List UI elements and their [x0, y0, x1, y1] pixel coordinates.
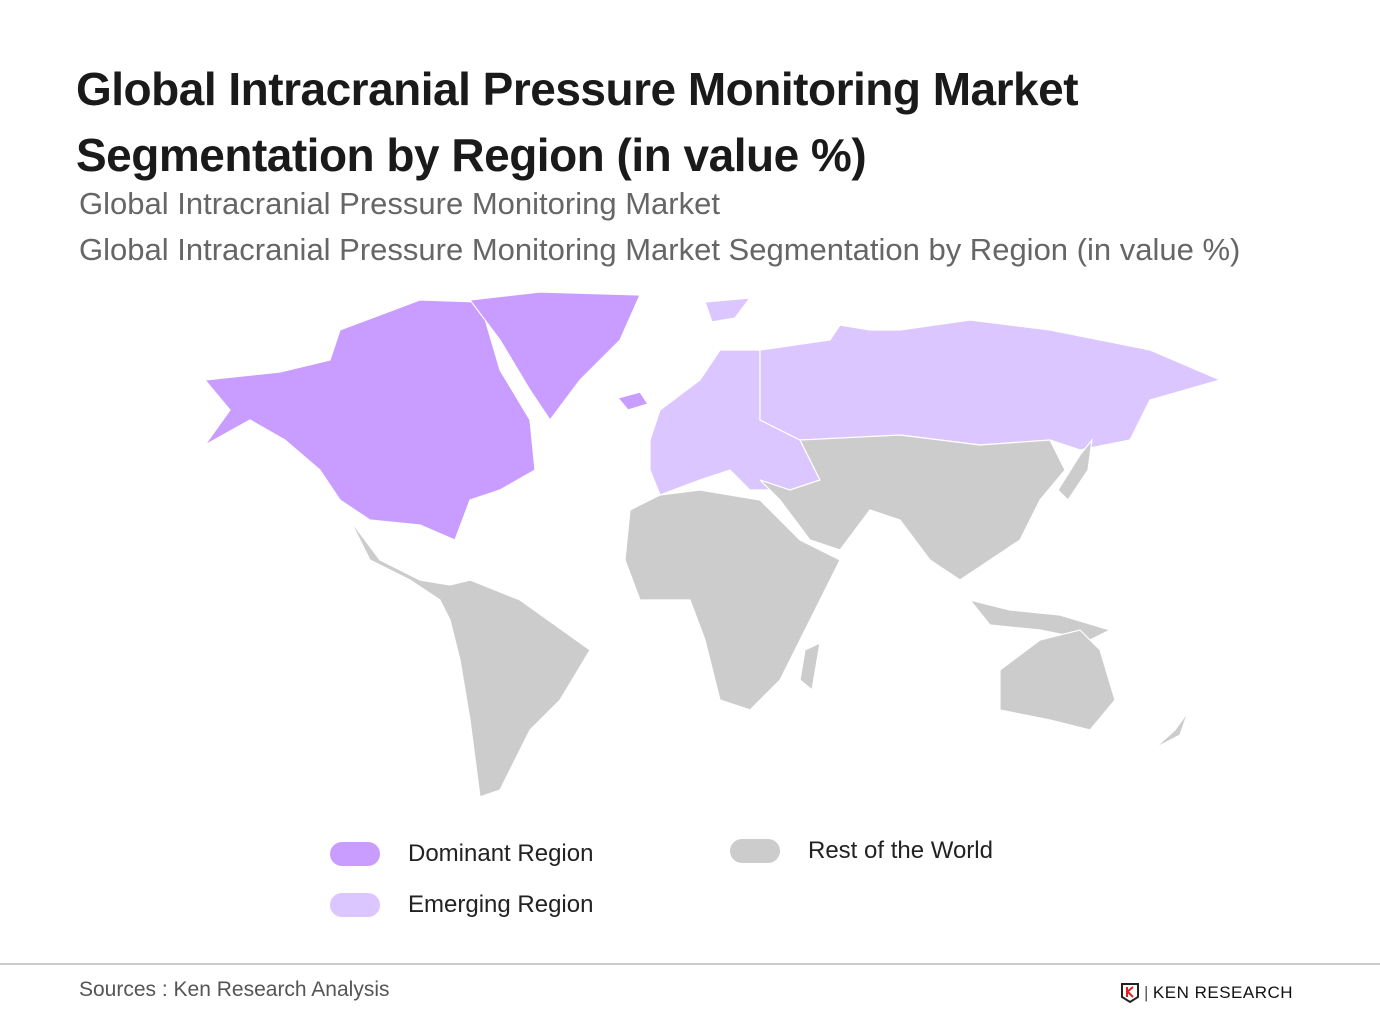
legend-dominant: Dominant Region [330, 840, 593, 868]
legend-label: Rest of the World [808, 837, 993, 864]
legend-label: Emerging Region [408, 891, 594, 918]
logo-shield-icon [1121, 983, 1139, 1004]
legend-emerging: Emerging Region [330, 891, 593, 919]
region-asia [759, 434, 1066, 581]
source-note: Sources : Ken Research Analysis [79, 978, 390, 1001]
region-russia [759, 319, 1222, 451]
legend-swatch-dominant [330, 842, 380, 866]
region-africa [624, 489, 841, 711]
region-latin-america [349, 519, 591, 798]
legend-swatch-rest [730, 839, 780, 863]
logo-text: KEN RESEARCH [1152, 983, 1294, 1002]
legend-rest: Rest of the World [730, 837, 993, 865]
region-north-america [203, 299, 536, 541]
legend-swatch-emerging [330, 893, 380, 917]
region-greenland [468, 291, 641, 422]
region-new-zealand [1154, 711, 1189, 749]
region-japan [1057, 437, 1093, 501]
subtitle-2: Global Intracranial Pressure Monitoring … [79, 232, 1241, 267]
region-madagascar [799, 641, 821, 692]
page-title: Global Intracranial Pressure Monitoring … [76, 63, 1079, 181]
region-svalbard [704, 297, 752, 323]
footer-divider [0, 963, 1380, 965]
world-map [203, 291, 1222, 798]
ken-research-logo: | KEN RESEARCH [1120, 982, 1293, 1004]
subtitle: Global Intracranial Pressure Monitoring … [79, 186, 720, 221]
region-southeast-asia-islands [968, 598, 1112, 641]
region-iceland [616, 391, 649, 411]
legend-label: Dominant Region [408, 840, 594, 867]
region-australia [999, 629, 1116, 731]
